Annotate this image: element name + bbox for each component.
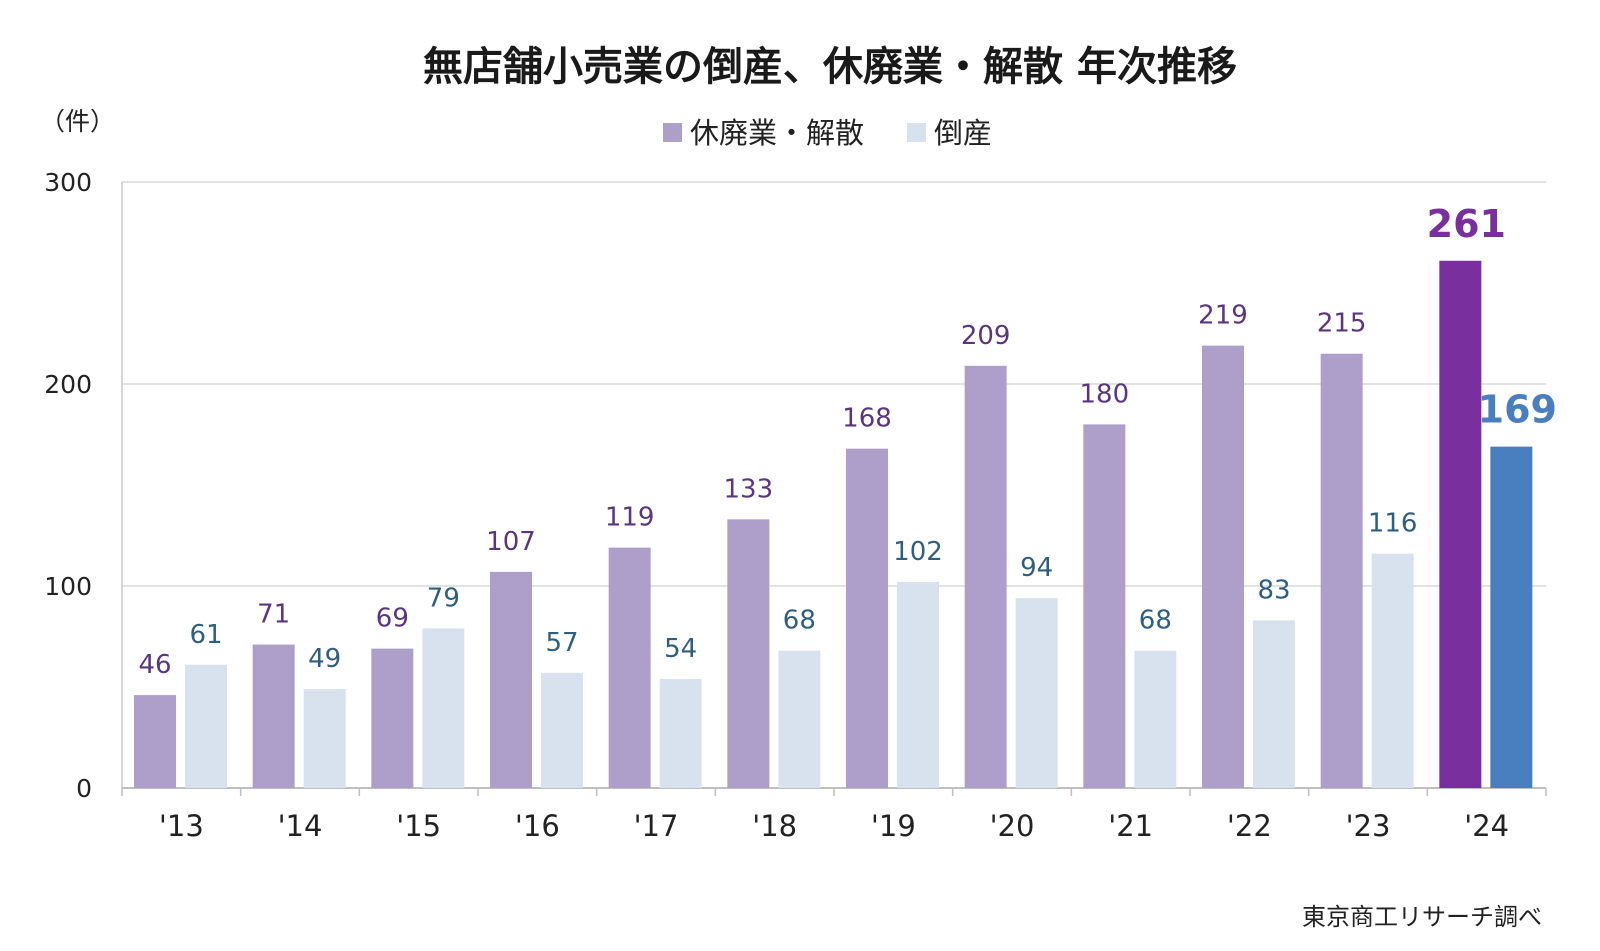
data-label-tosan: 169 [1478,388,1557,432]
bar-kyuhaigyo [252,644,295,788]
data-label-tosan: 61 [189,620,222,650]
y-axis-unit: （件） [40,107,115,136]
bar-tosan [422,628,465,788]
data-label-tosan: 68 [783,606,816,636]
data-label-kyuhaigyo: 71 [257,600,290,630]
bar-kyuhaigyo [1083,424,1126,788]
bar-kyuhaigyo [1320,353,1363,788]
x-tick-label: '20 [990,809,1035,843]
data-label-kyuhaigyo: 69 [376,604,409,634]
data-label-tosan: 116 [1368,509,1418,539]
data-label-kyuhaigyo: 119 [605,503,655,533]
data-label-tosan: 54 [664,634,697,664]
x-tick-label: '15 [396,809,441,843]
plot-area: 0 100 200 300 46 61 '13 71 49 '14 69 79 '15 107 57 '16 1… [44,168,1557,843]
data-label-tosan: 68 [1139,606,1172,636]
bar-tosan [185,664,227,788]
bar-kyuhaigyo [371,648,414,788]
x-tick-label: '16 [515,809,560,843]
chart-title: 無店舗小売業の倒産、休廃業・解散 年次推移 [423,44,1237,90]
legend-label-tosan: 倒産 [934,116,992,150]
data-label-kyuhaigyo: 215 [1317,309,1367,339]
data-label-tosan: 79 [427,583,460,613]
y-tick-label-0: 0 [76,774,92,803]
y-tick-label-100: 100 [44,572,92,601]
bar-kyuhaigyo [608,547,651,788]
data-label-tosan: 102 [893,537,943,567]
data-label-kyuhaigyo: 133 [724,474,774,504]
data-label-tosan: 94 [1020,553,1053,583]
x-tick-label: '14 [278,809,323,843]
data-label-tosan: 49 [308,644,341,674]
x-tick-label: '18 [752,809,797,843]
bar-tosan [1015,598,1058,788]
bar-kyuhaigyo [1439,260,1482,788]
legend-label-kyuhaigyo: 休廃業・解散 [690,116,864,150]
bar-kyuhaigyo [727,519,770,788]
data-label-kyuhaigyo: 209 [961,321,1011,351]
bar-tosan [1371,553,1414,788]
legend-swatch-tosan [907,123,926,142]
bar-tosan [1253,620,1295,788]
x-tick-label: '19 [871,809,916,843]
bar-tosan [1134,650,1177,788]
bar-tosan [541,672,583,788]
data-label-kyuhaigyo: 180 [1080,379,1130,409]
x-tick-label: '24 [1464,809,1509,843]
x-tick-label: '23 [1346,809,1391,843]
bar-kyuhaigyo [964,365,1007,788]
bar-kyuhaigyo [134,695,176,788]
data-label-tosan: 57 [545,628,578,658]
y-tick-label-200: 200 [44,370,92,399]
bar-kyuhaigyo [1202,345,1244,788]
bar-tosan [778,650,821,788]
y-tick-label-300: 300 [44,168,92,197]
x-tick-label: '17 [634,809,679,843]
bar-tosan [897,581,939,788]
data-label-kyuhaigyo: 219 [1198,301,1248,331]
legend: 休廃業・解散 倒産 [663,116,992,150]
bar-tosan [303,689,346,788]
data-label-kyuhaigyo: 46 [138,650,171,680]
bar-tosan [1490,446,1533,788]
legend-swatch-kyuhaigyo [663,123,682,142]
x-tick-label: '13 [159,809,204,843]
bar-kyuhaigyo [490,571,532,788]
x-tick-label: '21 [1108,809,1153,843]
source-note: 東京商工リサーチ調べ [1302,903,1542,931]
data-label-kyuhaigyo: 261 [1427,202,1506,246]
data-label-tosan: 83 [1257,575,1290,605]
bar-tosan [659,678,702,788]
bar-kyuhaigyo [846,448,888,788]
data-label-kyuhaigyo: 168 [842,404,892,434]
data-label-kyuhaigyo: 107 [486,527,536,557]
x-tick-label: '22 [1227,809,1272,843]
